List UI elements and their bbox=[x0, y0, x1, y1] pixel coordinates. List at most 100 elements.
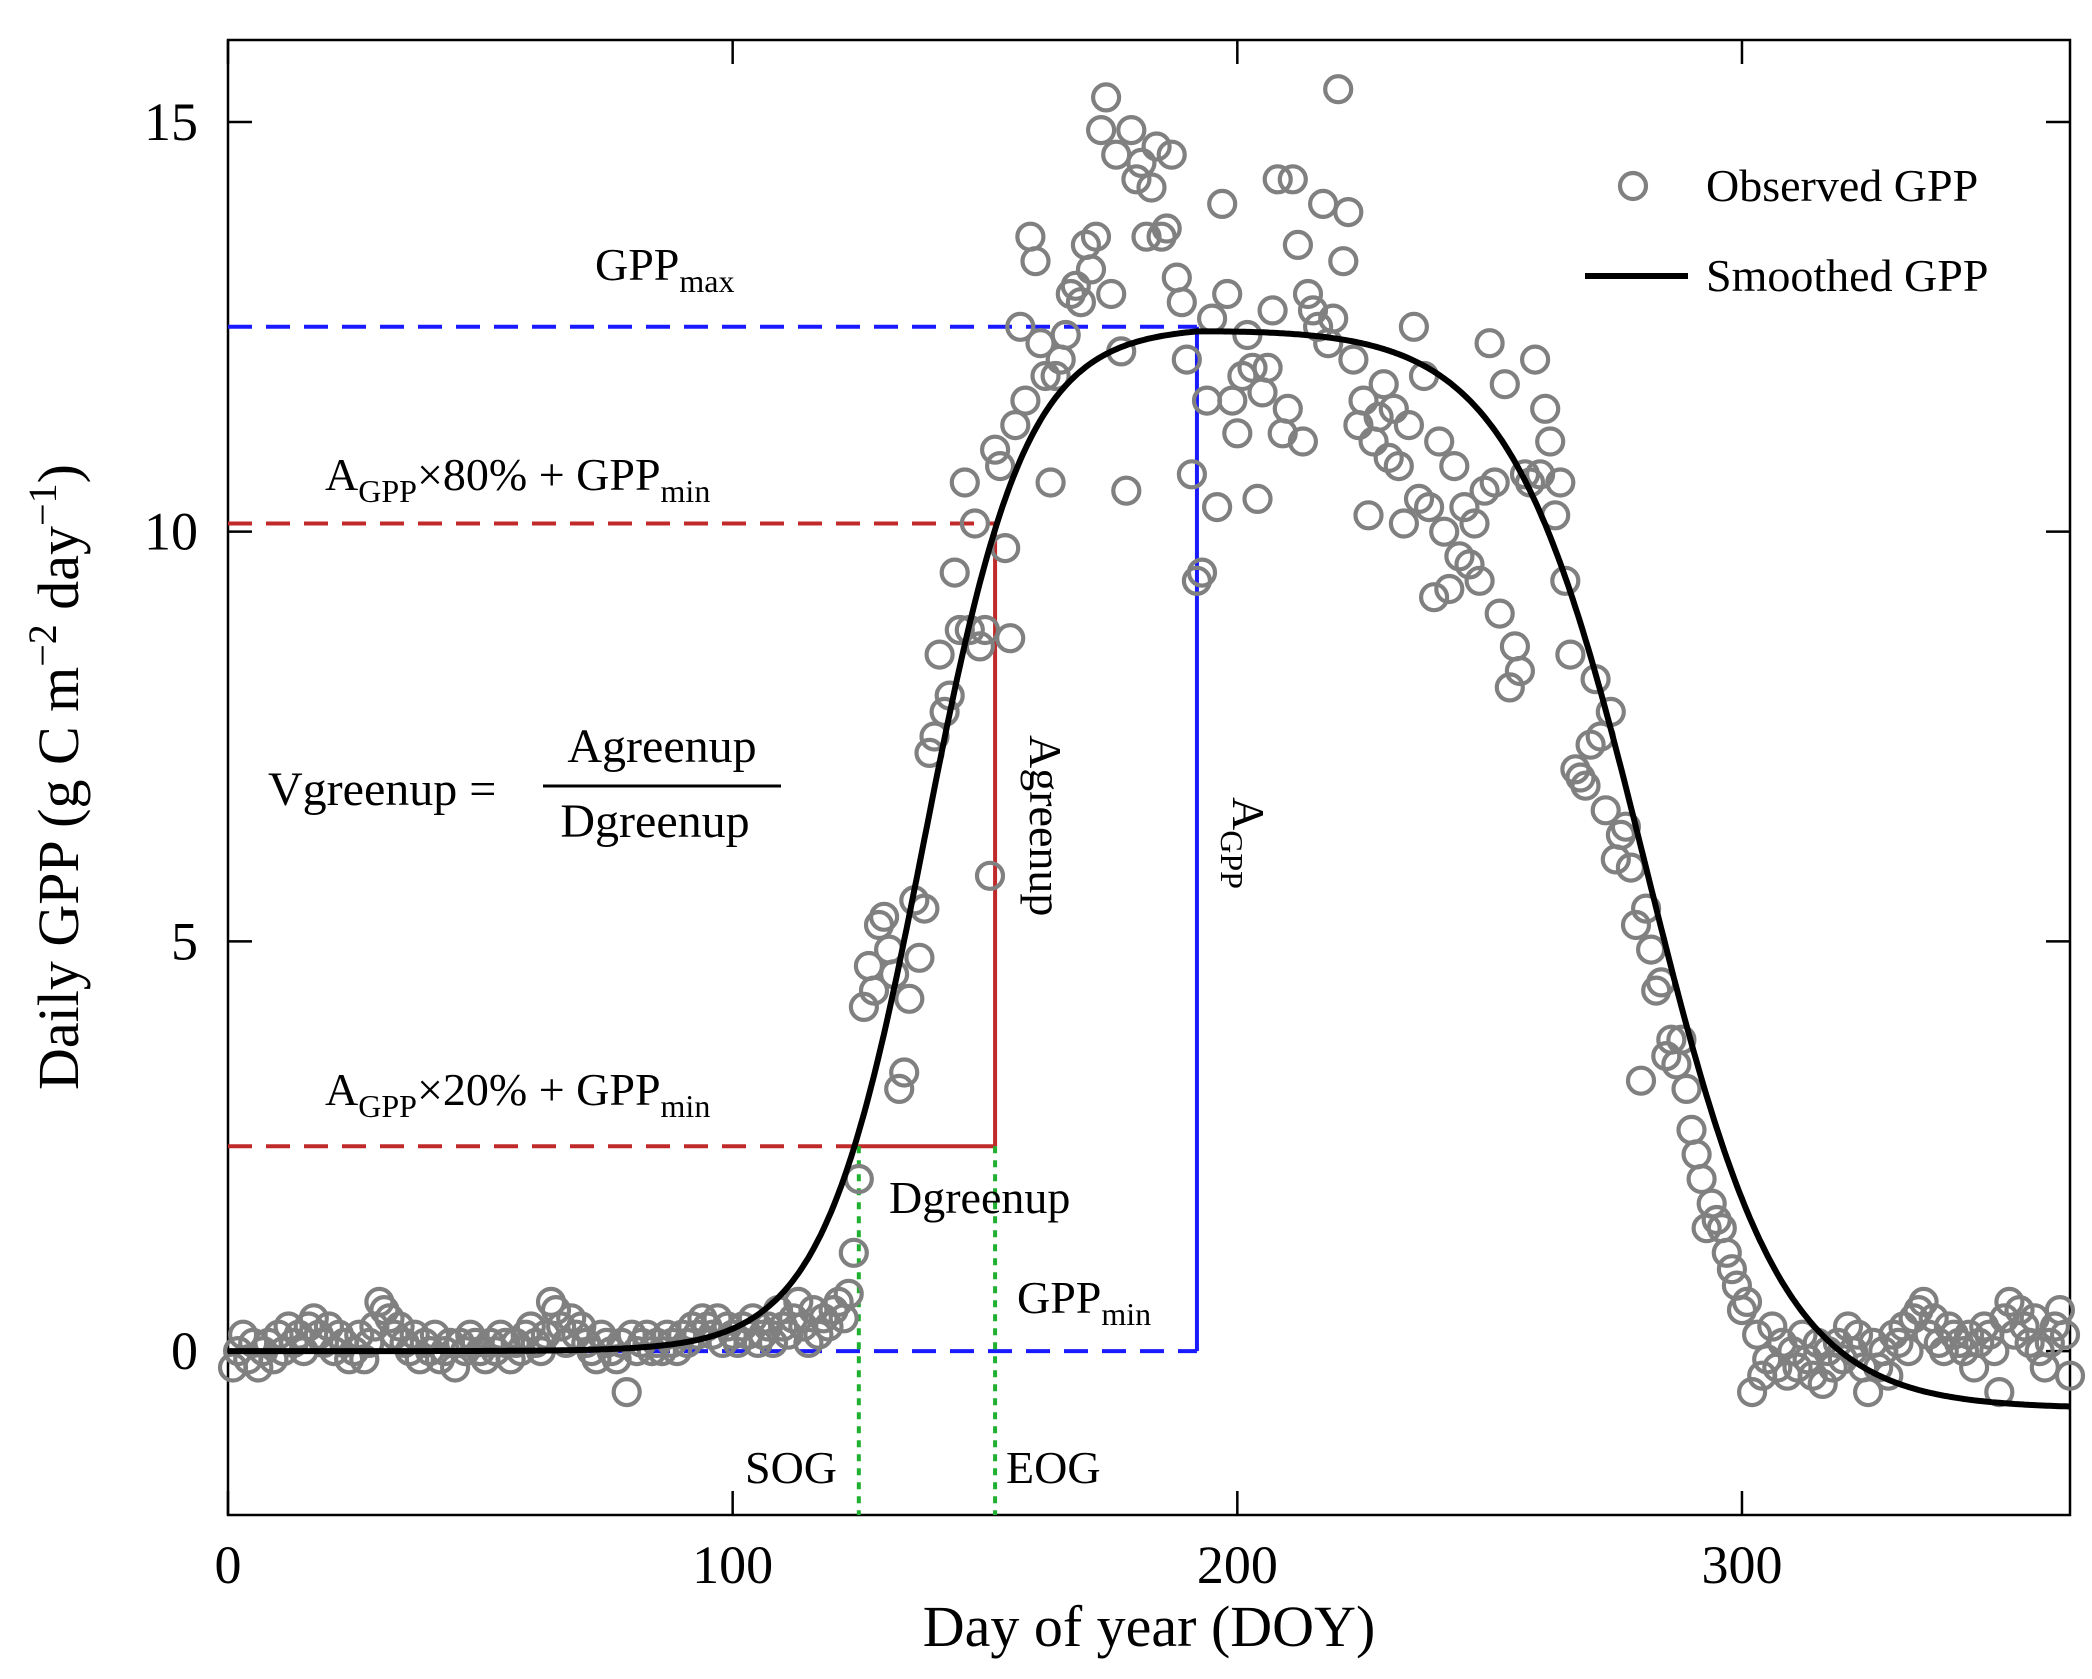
observed-point bbox=[1908, 1286, 1939, 1318]
observed-point bbox=[1045, 344, 1076, 375]
observed-point bbox=[939, 557, 970, 588]
observed-point bbox=[1161, 262, 1192, 293]
observed-point bbox=[1353, 500, 1384, 531]
observed-point bbox=[1166, 287, 1197, 318]
observed-point bbox=[611, 1376, 642, 1408]
observed-point bbox=[1504, 655, 1536, 687]
observed-point bbox=[1434, 573, 1465, 605]
observed-point bbox=[1338, 344, 1369, 375]
observed-point bbox=[1348, 385, 1379, 416]
y-tick-label: 10 bbox=[144, 502, 198, 562]
observed-point bbox=[1439, 451, 1470, 482]
observed-point bbox=[1393, 410, 1425, 441]
x-tick-label: 300 bbox=[1701, 1535, 1782, 1595]
observed-point bbox=[1363, 401, 1394, 432]
observed-point bbox=[1282, 229, 1314, 260]
observed-point bbox=[995, 623, 1026, 654]
observed-point bbox=[1222, 418, 1253, 449]
observed-point bbox=[1736, 1376, 1768, 1408]
observed-point bbox=[2034, 1327, 2065, 1359]
observed-point bbox=[1126, 147, 1157, 178]
observed-point bbox=[1716, 1254, 1748, 1285]
x-tick-label: 100 bbox=[692, 1535, 773, 1595]
observed-point bbox=[1005, 311, 1036, 342]
observed-point bbox=[889, 1057, 920, 1088]
observed-point bbox=[1176, 459, 1208, 490]
observed-point bbox=[1676, 1114, 1707, 1146]
observed-point bbox=[1136, 172, 1167, 203]
observed-point bbox=[1519, 344, 1551, 375]
observed-point bbox=[1842, 1319, 1874, 1350]
observed-point bbox=[1893, 1335, 1924, 1367]
observed-point bbox=[1368, 369, 1399, 400]
observed-point bbox=[757, 1327, 789, 1359]
x-tick-label: 0 bbox=[215, 1535, 242, 1595]
observed-point bbox=[1378, 393, 1409, 424]
y-tick-label: 0 bbox=[171, 1321, 198, 1381]
observed-point bbox=[1196, 303, 1228, 334]
observed-point bbox=[1418, 582, 1450, 613]
gpp-max-label: GPPmax bbox=[595, 239, 734, 299]
observed-point bbox=[1272, 393, 1303, 424]
a-gpp-label: AGPP bbox=[1214, 797, 1274, 889]
observed-point bbox=[1141, 131, 1172, 162]
observed-point bbox=[2049, 1319, 2081, 1350]
observed-point bbox=[1050, 319, 1081, 351]
observed-point bbox=[1535, 426, 1566, 457]
observed-point bbox=[1292, 278, 1324, 310]
observed-point bbox=[515, 1311, 546, 1342]
equation-denominator: Dgreenup bbox=[560, 795, 749, 848]
a20-label: AGPP×20% + GPPmin bbox=[325, 1064, 710, 1124]
observed-point bbox=[1015, 221, 1046, 252]
a80-label: AGPP×80% + GPPmin bbox=[325, 449, 710, 509]
observed-point bbox=[1807, 1368, 1838, 1400]
observed-point bbox=[884, 1073, 915, 1105]
y-tick-label: 5 bbox=[171, 911, 198, 971]
observed-point bbox=[833, 1278, 864, 1309]
plot-frame bbox=[226, 38, 2072, 1517]
observed-point bbox=[1479, 467, 1510, 498]
observed-point bbox=[1358, 426, 1389, 457]
observed-point bbox=[1151, 213, 1182, 244]
observed-point bbox=[1207, 188, 1238, 219]
observed-point bbox=[1635, 934, 1667, 965]
smoothed-gpp-line bbox=[228, 328, 2071, 1410]
observed-point bbox=[1499, 631, 1531, 662]
observed-point bbox=[1171, 344, 1202, 375]
eog-label: EOG bbox=[1006, 1442, 1101, 1493]
observed-point bbox=[848, 991, 880, 1023]
observed-point bbox=[1287, 426, 1319, 457]
observed-point bbox=[1247, 377, 1278, 408]
legend: Observed GPP Smoothed GPP bbox=[1585, 160, 1988, 301]
observed-point bbox=[813, 1311, 844, 1342]
legend-smoothed-label: Smoothed GPP bbox=[1706, 250, 1988, 301]
observed-point bbox=[1090, 82, 1122, 113]
observed-point bbox=[1555, 639, 1586, 670]
observed-point bbox=[1121, 164, 1152, 195]
observed-point bbox=[540, 1294, 572, 1326]
observed-point bbox=[384, 1311, 415, 1342]
observed-point bbox=[2054, 1360, 2086, 1391]
observed-point bbox=[1383, 451, 1414, 482]
observed-point bbox=[1201, 492, 1233, 523]
observed-point bbox=[1449, 492, 1480, 523]
observed-point bbox=[1696, 1188, 1727, 1219]
observed-point bbox=[1302, 311, 1334, 342]
observed-point bbox=[1590, 795, 1621, 826]
observed-point bbox=[1731, 1286, 1763, 1318]
observed-point bbox=[1489, 369, 1520, 400]
observed-point bbox=[1060, 270, 1091, 301]
sog-label: SOG bbox=[745, 1442, 837, 1493]
observed-point bbox=[1570, 770, 1601, 801]
observed-point bbox=[1111, 475, 1142, 506]
y-axis-label-sup2: −1 bbox=[20, 483, 65, 526]
observed-point bbox=[1388, 508, 1420, 539]
observed-point bbox=[1822, 1327, 1854, 1359]
observed-point bbox=[1333, 197, 1364, 228]
observed-point bbox=[1686, 1163, 1717, 1195]
observed-point bbox=[1186, 557, 1218, 588]
observed-point bbox=[1116, 115, 1147, 146]
observed-point bbox=[1318, 303, 1349, 334]
observed-point bbox=[1212, 278, 1243, 310]
observed-point bbox=[2004, 1294, 2035, 1326]
